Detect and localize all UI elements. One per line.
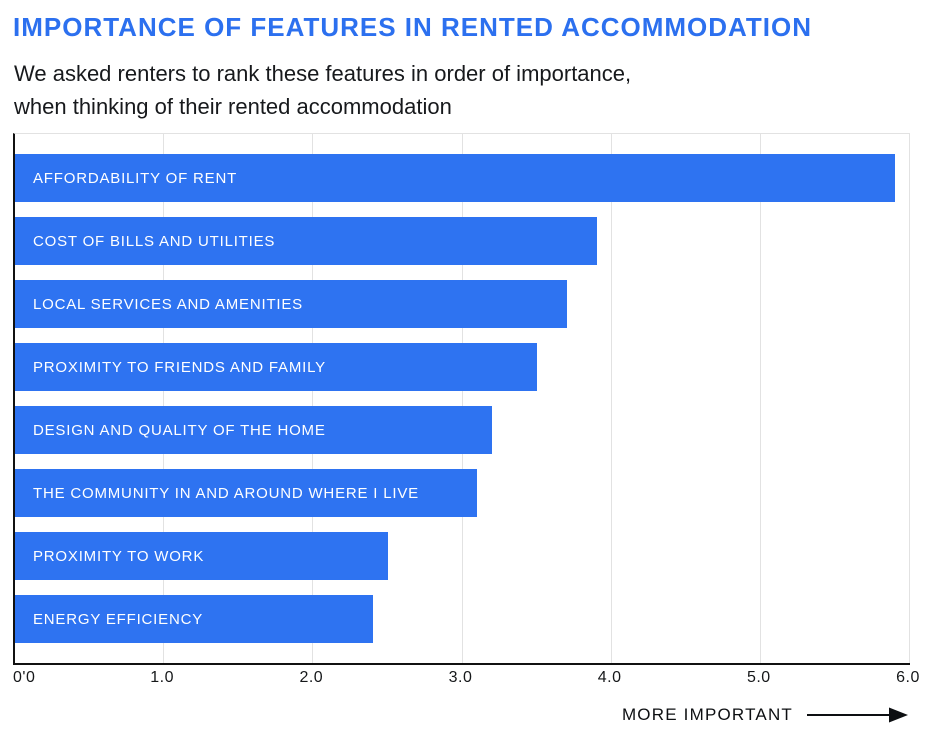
bar: LOCAL SERVICES AND AMENITIES xyxy=(15,280,567,328)
more-important-label: MORE IMPORTANT xyxy=(621,705,793,724)
x-tick-3.0: 3.0 xyxy=(448,669,473,686)
gridline-x-1 xyxy=(163,134,165,663)
right-arrow-icon xyxy=(807,707,908,723)
x-tick-4.0: 4.0 xyxy=(597,669,622,686)
chart-subtitle: We asked renters to rank these features … xyxy=(14,57,631,123)
subtitle-line-1: We asked renters to rank these features … xyxy=(14,61,632,86)
bar-row: DESIGN AND QUALITY OF THE HOME xyxy=(15,406,493,454)
bar: THE COMMUNITY IN AND AROUND WHERE I LIVE xyxy=(15,469,478,517)
bar-label: THE COMMUNITY IN AND AROUND WHERE I LIVE xyxy=(33,484,419,502)
x-tick-1.0: 1.0 xyxy=(150,669,175,686)
x-tick-5.0: 5.0 xyxy=(746,669,771,686)
bar-label: COST OF BILLS AND UTILITIES xyxy=(33,232,276,250)
bar-row: ENERGY EFFICIENCY xyxy=(15,595,373,643)
x-axis-tick-labels: 0'0 1.0 2.0 3.0 4.0 5.0 6.0 xyxy=(13,669,919,691)
bar: ENERGY EFFICIENCY xyxy=(15,595,373,643)
bar-row: THE COMMUNITY IN AND AROUND WHERE I LIVE xyxy=(15,469,478,517)
x-tick-6.0: 6.0 xyxy=(896,669,920,686)
bar-row: PROXIMITY TO WORK xyxy=(15,532,388,580)
bar: PROXIMITY TO WORK xyxy=(15,532,388,580)
gridline-x-4 xyxy=(610,134,612,663)
bar-label: AFFORDABILITY OF RENT xyxy=(33,169,238,187)
bar-label: LOCAL SERVICES AND AMENITIES xyxy=(33,295,303,313)
x-tick-0'0: 0'0 xyxy=(13,669,36,686)
bar-row: LOCAL SERVICES AND AMENITIES xyxy=(15,280,567,328)
bar-label: PROXIMITY TO FRIENDS AND FAMILY xyxy=(33,358,326,376)
bar-label: PROXIMITY TO WORK xyxy=(33,547,205,565)
gridline-x-5 xyxy=(759,134,761,663)
gridline-x-2 xyxy=(312,134,314,663)
bar: COST OF BILLS AND UTILITIES xyxy=(15,217,597,265)
gridline-x-3 xyxy=(461,134,463,663)
bar-row: COST OF BILLS AND UTILITIES xyxy=(15,217,597,265)
bar-row: AFFORDABILITY OF RENT xyxy=(15,154,896,202)
gridline-x-6 xyxy=(909,134,910,663)
subtitle-line-2: when thinking of their rented accommodat… xyxy=(14,94,452,119)
bar-label: ENERGY EFFICIENCY xyxy=(33,610,204,628)
plot-area: AFFORDABILITY OF RENT COST OF BILLS AND U… xyxy=(13,133,910,665)
bar-row: PROXIMITY TO FRIENDS AND FAMILY xyxy=(15,343,538,391)
bar: DESIGN AND QUALITY OF THE HOME xyxy=(15,406,493,454)
bar-label: DESIGN AND QUALITY OF THE HOME xyxy=(33,421,326,439)
x-tick-2.0: 2.0 xyxy=(299,669,324,686)
bar: AFFORDABILITY OF RENT xyxy=(15,154,896,202)
axis-direction-note: MORE IMPORTANT xyxy=(622,705,909,725)
bar: PROXIMITY TO FRIENDS AND FAMILY xyxy=(15,343,538,391)
page-title: IMPORTANCE OF FEATURES IN RENTED ACCOMMO… xyxy=(13,12,813,42)
